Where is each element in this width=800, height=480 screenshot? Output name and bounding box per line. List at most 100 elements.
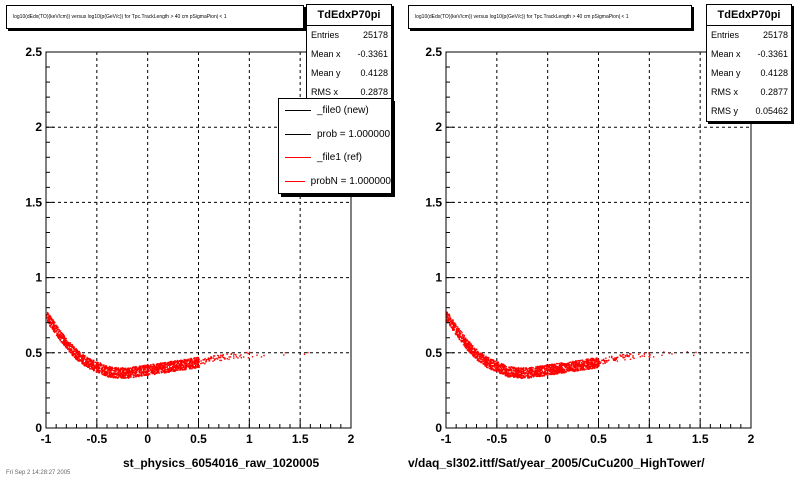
data-point <box>154 368 157 371</box>
data-point <box>588 364 590 366</box>
data-point <box>78 360 80 362</box>
data-point <box>460 330 462 333</box>
data-point <box>555 367 557 370</box>
x-tick-label: 0 <box>544 432 551 446</box>
data-point <box>532 369 534 371</box>
data-point <box>587 364 590 367</box>
data-point <box>67 341 69 344</box>
data-point <box>93 369 95 372</box>
data-point <box>516 371 518 373</box>
data-point <box>514 368 517 370</box>
right-stats-box[interactable]: TdEdxP70pi Entries 25178 Mean x -0.3361 Me… <box>706 4 792 122</box>
data-point <box>602 359 605 362</box>
data-point <box>560 363 562 366</box>
data-point <box>173 369 176 371</box>
data-point <box>565 363 567 365</box>
data-point <box>141 367 143 369</box>
data-point <box>195 361 197 363</box>
data-point <box>169 361 172 363</box>
data-point <box>99 370 101 372</box>
data-point <box>171 364 173 366</box>
data-point <box>66 347 68 349</box>
data-point <box>75 350 77 352</box>
data-point <box>88 364 90 366</box>
data-point <box>92 362 94 364</box>
data-point <box>222 354 224 356</box>
data-point <box>528 372 530 374</box>
stats-label: Mean y <box>711 68 741 78</box>
data-point <box>472 355 474 357</box>
data-point <box>464 346 467 348</box>
data-point <box>104 374 106 377</box>
left-legend[interactable]: _file0 (new) prob = 1.000000 _file1 (ref… <box>278 98 392 194</box>
data-point <box>210 357 213 359</box>
data-point <box>522 377 524 379</box>
data-point <box>472 348 474 350</box>
stats-value: 0.2877 <box>760 87 788 97</box>
data-point <box>186 361 188 363</box>
data-point <box>570 365 572 367</box>
data-point <box>500 364 502 366</box>
data-point <box>117 377 119 379</box>
data-point <box>542 372 544 375</box>
data-point <box>162 363 165 365</box>
data-point <box>469 341 471 344</box>
data-point <box>592 366 594 368</box>
data-point <box>592 358 594 360</box>
data-point <box>130 376 132 378</box>
data-point <box>465 342 467 344</box>
data-point <box>547 372 549 374</box>
left-stats-box[interactable]: TdEdxP70pi Entries 25178 Mean x -0.3361 Me… <box>306 4 392 103</box>
data-point <box>536 373 539 376</box>
data-point <box>56 325 58 328</box>
data-point <box>461 331 463 334</box>
data-point <box>57 326 59 328</box>
data-point <box>568 364 570 366</box>
data-point <box>194 367 197 369</box>
data-point <box>132 371 135 374</box>
data-point <box>90 366 93 369</box>
data-point <box>595 359 597 361</box>
data-point <box>560 371 563 374</box>
data-point <box>229 356 232 358</box>
data-point <box>503 367 505 369</box>
data-point <box>189 358 191 361</box>
data-point <box>131 366 134 369</box>
data-point <box>107 375 109 378</box>
data-point <box>73 356 76 358</box>
data-point <box>149 365 152 367</box>
data-point <box>504 369 507 371</box>
data-point <box>169 369 172 372</box>
data-point <box>588 361 590 363</box>
data-point <box>194 365 196 368</box>
data-point <box>71 352 74 354</box>
data-point <box>135 371 137 373</box>
data-point <box>160 372 163 374</box>
data-point <box>558 369 560 371</box>
data-point <box>547 374 549 376</box>
data-point <box>169 370 172 373</box>
data-point <box>166 366 168 368</box>
data-point <box>63 342 66 344</box>
data-point <box>576 369 578 371</box>
data-point <box>589 367 592 369</box>
data-point <box>111 369 113 372</box>
data-point <box>551 364 553 366</box>
data-point <box>580 364 583 366</box>
data-point <box>73 348 75 350</box>
data-point <box>52 321 55 323</box>
data-point <box>554 371 556 373</box>
data-point <box>228 358 230 361</box>
data-point <box>507 369 509 371</box>
data-point <box>575 366 577 368</box>
data-point <box>171 369 173 371</box>
data-point <box>151 365 154 368</box>
data-point <box>121 373 123 375</box>
data-point <box>108 369 111 371</box>
x-tick-label: -0.5 <box>86 432 107 446</box>
data-point <box>533 370 535 373</box>
data-point <box>157 366 159 368</box>
data-point <box>197 362 199 364</box>
data-point <box>454 333 457 335</box>
data-point <box>173 362 175 364</box>
